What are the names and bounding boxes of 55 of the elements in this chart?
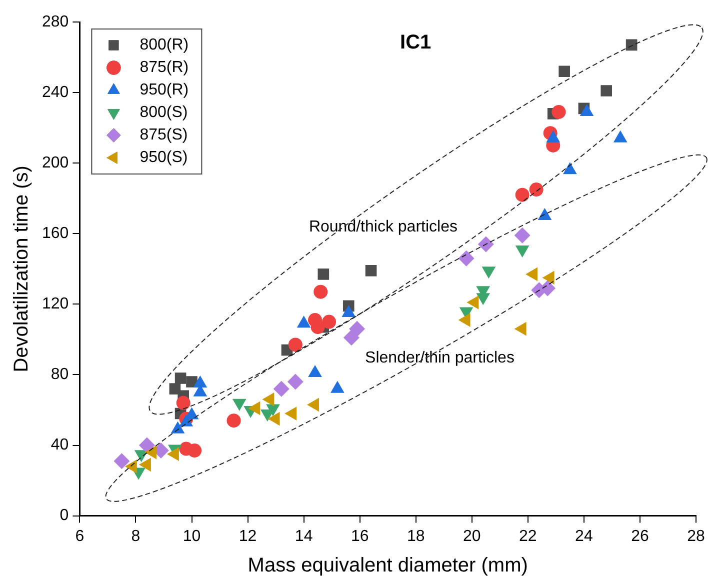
x-tick-label: 18	[406, 528, 425, 545]
y-tick-label: 280	[42, 13, 69, 30]
point	[365, 265, 377, 276]
text: IC1	[400, 32, 432, 54]
legend-label: 875(S)	[140, 126, 188, 144]
y-tick-label: 240	[42, 84, 69, 101]
point	[273, 380, 290, 397]
legend-label: 800(R)	[140, 36, 189, 54]
point	[188, 444, 202, 458]
annotation: Round/thick particles	[308, 218, 458, 236]
point	[114, 453, 130, 470]
y-tick-label: 120	[42, 296, 69, 313]
legend-label: 800(S)	[140, 104, 188, 122]
point	[174, 372, 186, 384]
point	[514, 227, 530, 244]
x-tick-label: 6	[75, 528, 84, 545]
legend-label: 875(R)	[140, 59, 189, 76]
y-tick-label: 80	[50, 366, 69, 384]
point	[343, 330, 360, 346]
y-tick-label: 0	[60, 507, 69, 524]
point	[314, 284, 328, 299]
x-tick-label: 28	[687, 528, 705, 545]
legend-label: 950(S)	[140, 149, 188, 166]
y-tick-label: 40	[50, 436, 69, 454]
x-tick-label: 26	[631, 528, 649, 545]
point	[288, 338, 302, 352]
x-tick-label: 22	[519, 528, 537, 545]
x-tick-label: 12	[238, 528, 257, 545]
point	[138, 437, 155, 454]
point	[552, 104, 566, 119]
x-tick-label: 14	[294, 528, 313, 545]
point	[458, 250, 474, 266]
point	[287, 374, 304, 390]
point	[515, 188, 530, 202]
point	[478, 236, 494, 252]
point	[176, 396, 190, 410]
x-tick-label: 24	[575, 528, 593, 545]
point	[600, 85, 612, 96]
x-axis-title: Mass equivalent diameter (mm)	[248, 554, 528, 577]
y-tick-label: 200	[42, 154, 69, 172]
x-tick-label: 8	[131, 528, 140, 545]
point	[558, 66, 570, 78]
point	[322, 314, 336, 329]
x-tick-label: 16	[350, 528, 369, 545]
point	[349, 320, 366, 337]
legend-label: 950(R)	[140, 82, 189, 99]
x-tick-label: 20	[462, 528, 481, 545]
point	[226, 414, 241, 428]
point	[310, 320, 325, 334]
x-tick-label: 10	[182, 528, 201, 545]
y-tick-label: 160	[42, 225, 69, 242]
point	[529, 182, 544, 197]
annotation: Slender/thin particles	[365, 350, 514, 367]
y-axis-title: Devolatilization time (s)	[10, 166, 33, 372]
point	[318, 268, 330, 280]
